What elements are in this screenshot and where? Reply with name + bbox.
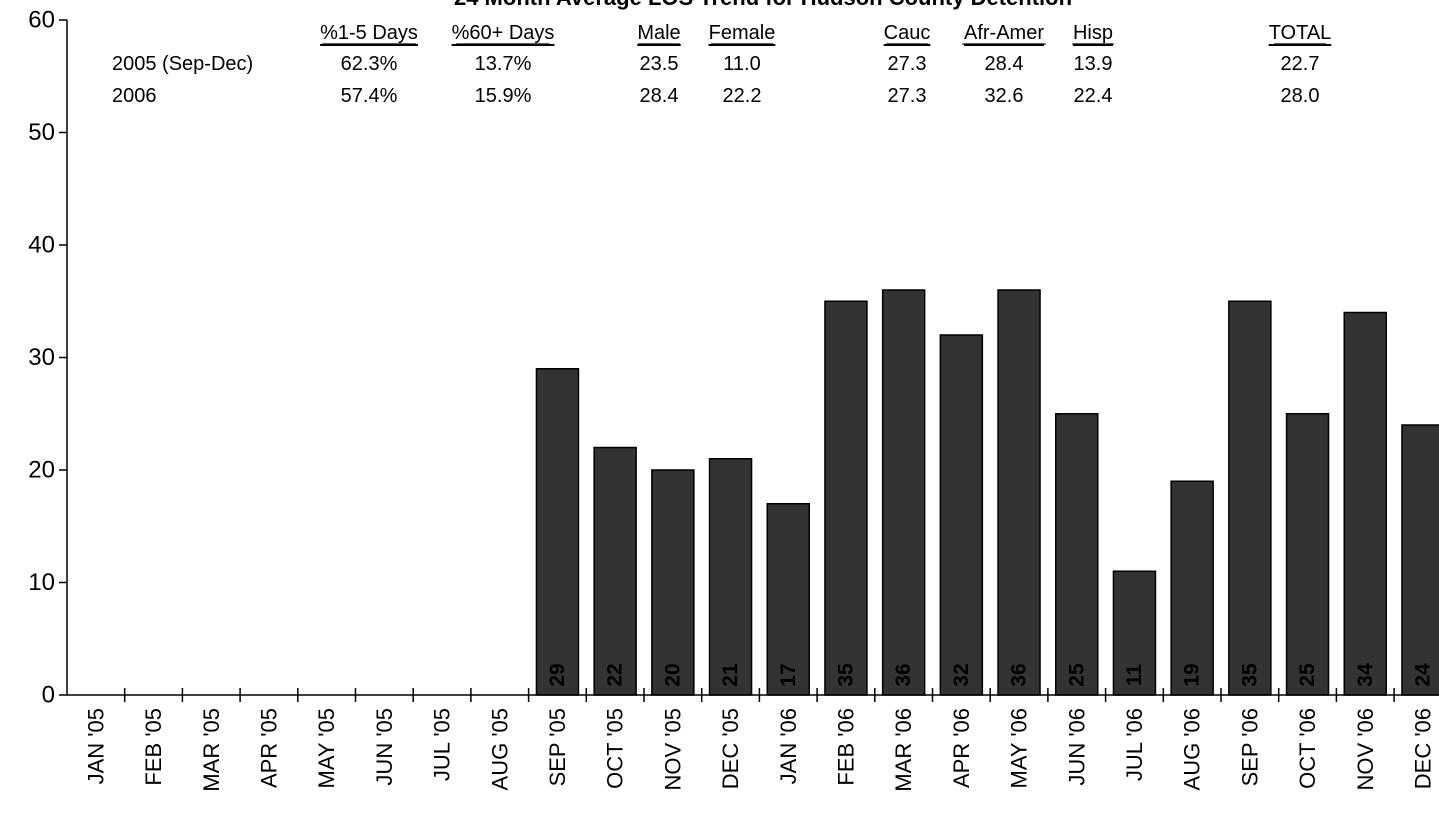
bar-data-label: 17 [777, 663, 800, 686]
bar-data-label: 25 [1296, 663, 1319, 687]
x-tick-label: JUL '06 [1122, 708, 1147, 781]
x-tick-label: OCT '06 [1295, 708, 1320, 789]
table-header: TOTAL [1269, 22, 1332, 44]
x-tick-label: DEC '05 [718, 708, 743, 789]
bar-data-label: 32 [950, 663, 973, 686]
y-tick-label: 20 [28, 457, 55, 484]
table-header: Afr-Amer [964, 22, 1044, 44]
bar [1055, 413, 1099, 696]
x-tick-label: NOV '06 [1353, 708, 1378, 790]
table-cell: 27.3 [888, 85, 927, 107]
y-tick-label: 30 [28, 344, 55, 371]
table-cell: 22.7 [1281, 53, 1320, 75]
x-tick-label: AUG '06 [1180, 708, 1205, 790]
bar [939, 334, 984, 696]
x-tick-label: APR '05 [256, 708, 281, 788]
table-cell: 57.4% [341, 85, 398, 107]
x-tick-label: MAY '06 [1007, 708, 1032, 788]
bar [1401, 424, 1439, 696]
table-cell: 32.6 [985, 85, 1024, 107]
bar-data-label: 35 [834, 663, 857, 687]
bar [1170, 480, 1214, 696]
bar-data-label: 35 [1238, 663, 1261, 687]
bar [1285, 413, 1330, 696]
table-cell: 22.4 [1074, 85, 1113, 107]
table-cell: 28.0 [1281, 85, 1320, 107]
x-tick-label: JUN '05 [372, 708, 397, 786]
bar-data-label: 34 [1354, 663, 1377, 687]
bar [708, 458, 753, 696]
table-header: %1-5 Days [320, 22, 418, 44]
table-row-label: 2006 [112, 85, 157, 107]
table-cell: 13.9 [1074, 53, 1113, 75]
x-tick-label: MAR '05 [199, 708, 224, 792]
table-cell: 15.9% [475, 85, 532, 107]
bar [766, 503, 810, 696]
bar [997, 289, 1041, 696]
bar-data-label: 36 [1008, 663, 1031, 686]
y-axis-ticks: 0 10 20 30 40 50 60 [28, 7, 67, 709]
x-tick-label: JUN '06 [1064, 708, 1089, 786]
bar [881, 289, 926, 696]
bar-data-label: 36 [892, 663, 915, 686]
x-tick-label: NOV '05 [660, 708, 685, 790]
bar [593, 446, 637, 696]
x-tick-label: JAN '05 [83, 708, 108, 784]
x-tick-label: JAN '06 [776, 708, 801, 784]
table-header: Hisp [1073, 22, 1113, 44]
bars-group [535, 289, 1439, 696]
table-cell: 23.5 [640, 53, 679, 75]
x-tick-label: DEC '06 [1410, 708, 1435, 789]
y-tick-label: 60 [28, 7, 55, 34]
x-tick-label: FEB '05 [141, 708, 166, 786]
y-tick-label: 0 [42, 682, 55, 709]
table-cell: 13.7% [475, 53, 532, 75]
bar-data-label: 24 [1411, 663, 1434, 687]
bar-data-label: 29 [546, 663, 569, 686]
bar-data-label: 11 [1123, 664, 1146, 687]
table-cell: 27.3 [888, 53, 927, 75]
table-header: Male [637, 22, 680, 44]
bar-data-label: 25 [1065, 663, 1088, 687]
bar-data-label: 19 [1181, 663, 1204, 686]
x-tick-label: FEB '06 [833, 708, 858, 786]
chart-title: 24 Month Average LOS Trend for Hudson Co… [454, 0, 1072, 10]
y-tick-label: 40 [28, 232, 55, 259]
table-cell: 28.4 [985, 53, 1024, 75]
table-cell: 28.4 [640, 85, 679, 107]
x-tick-label: MAY '05 [314, 708, 339, 788]
bar-labels-group: 29 22 20 21 17 35 36 32 36 25 11 19 35 25 34 24 [546, 663, 1434, 687]
bar [535, 368, 580, 696]
x-tick-label: SEP '05 [545, 708, 570, 786]
table-header: %60+ Days [452, 22, 555, 44]
y-tick-label: 50 [28, 119, 55, 146]
x-axis-ticks: JAN '05 FEB '05 MAR '05 APR '05 MAY '05 JUN '… [83, 688, 1435, 792]
x-tick-label: OCT '05 [603, 708, 628, 789]
bar [651, 469, 695, 696]
table-cell: 62.3% [341, 53, 398, 75]
bar-data-label: 22 [604, 663, 627, 686]
table-header: Cauc [884, 22, 931, 44]
table-row-label: 2005 (Sep-Dec) [112, 53, 253, 75]
x-tick-label: JUL '05 [430, 708, 455, 781]
bar-data-label: 20 [661, 663, 684, 686]
bar [824, 300, 868, 696]
bar [1343, 311, 1387, 696]
table-header: Female [709, 22, 776, 44]
x-tick-label: AUG '05 [487, 708, 512, 790]
x-tick-label: MAR '06 [891, 708, 916, 792]
table-cell: 22.2 [723, 85, 762, 107]
y-tick-label: 10 [28, 569, 55, 596]
bar-data-label: 21 [719, 663, 742, 687]
table-cell: 11.0 [723, 53, 760, 75]
x-tick-label: APR '06 [949, 708, 974, 788]
x-tick-label: SEP '06 [1237, 708, 1262, 786]
summary-table: %1-5 Days %60+ Days Male Female Cauc Afr-Amer… [112, 22, 1331, 107]
bar [1228, 300, 1272, 696]
